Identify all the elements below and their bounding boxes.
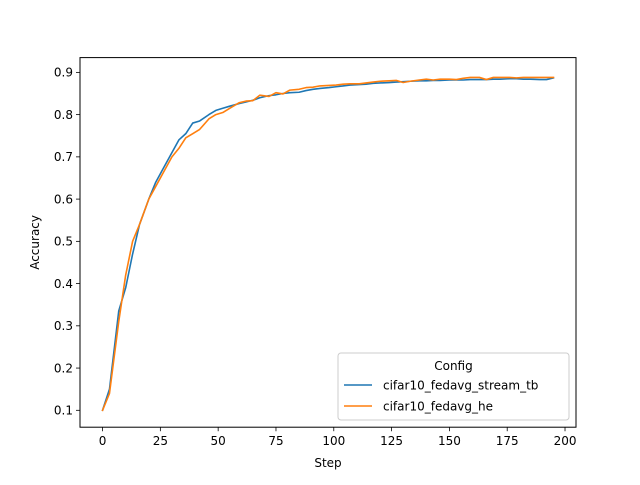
series-layer — [101, 76, 555, 412]
y-tick-label: 0.9 — [54, 66, 73, 80]
legend-box — [337, 352, 570, 421]
x-tick-label: 175 — [496, 434, 519, 448]
x-axis-label: Step — [314, 456, 341, 470]
series-line-0 — [101, 76, 555, 412]
y-tick-label: 0.4 — [54, 277, 73, 291]
x-tick-label: 0 — [99, 434, 107, 448]
x-tick-label: 75 — [268, 434, 283, 448]
y-axis-label: Accuracy — [28, 215, 42, 270]
y-tick-label: 0.8 — [54, 108, 73, 122]
legend-label-stream-tb: cifar10_fedavg_stream_tb — [383, 379, 538, 393]
y-tick-label: 0.5 — [54, 235, 73, 249]
x-axis-ticks: 0 25 50 75 100 125 150 175 200 — [99, 427, 577, 448]
x-tick-label: 150 — [438, 434, 461, 448]
x-tick-label: 100 — [322, 434, 345, 448]
y-tick-label: 0.7 — [54, 150, 73, 164]
legend: Config cifar10_fedavg_stream_tb cifar10_… — [337, 352, 570, 421]
x-tick-label: 125 — [380, 434, 403, 448]
y-tick-label: 0.1 — [54, 404, 73, 418]
x-tick-label: 50 — [211, 434, 226, 448]
legend-title: Config — [434, 359, 473, 373]
x-tick-label: 200 — [554, 434, 577, 448]
series-line-1 — [101, 76, 555, 412]
y-tick-label: 0.2 — [54, 361, 73, 375]
y-tick-label: 0.3 — [54, 319, 73, 333]
y-tick-label: 0.6 — [54, 192, 73, 206]
plot-frame — [79, 57, 577, 428]
x-tick-label: 25 — [153, 434, 168, 448]
legend-label-he: cifar10_fedavg_he — [383, 400, 493, 414]
y-axis-ticks: 0.1 0.2 0.3 0.4 0.5 0.6 0.7 0.8 0.9 — [54, 66, 80, 418]
